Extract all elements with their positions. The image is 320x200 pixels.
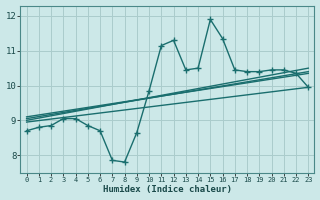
X-axis label: Humidex (Indice chaleur): Humidex (Indice chaleur) bbox=[103, 185, 232, 194]
